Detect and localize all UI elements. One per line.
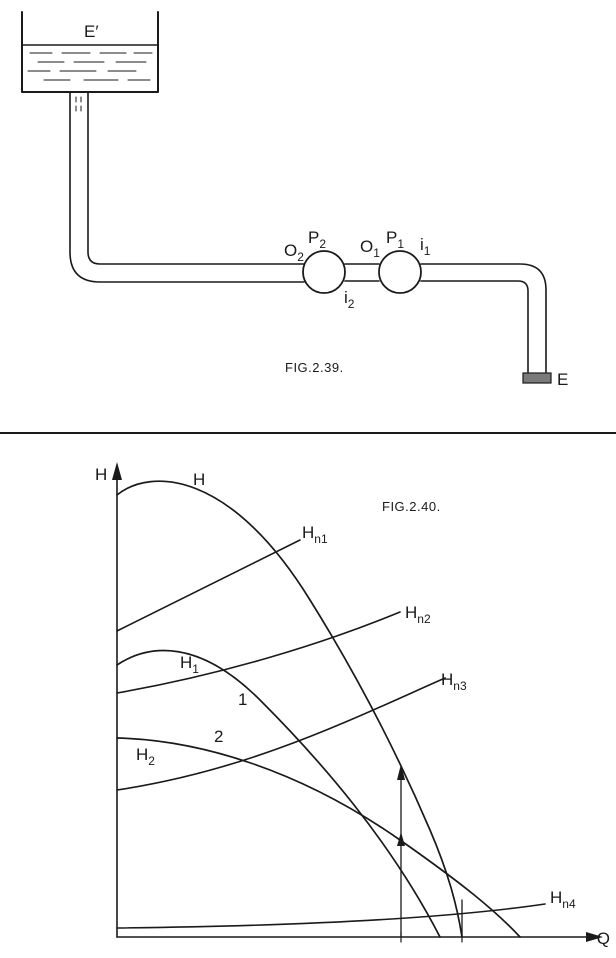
suction-pipe [420, 263, 547, 373]
pump-p2 [302, 250, 346, 294]
x-axis-arrow [586, 932, 603, 942]
curve-h2-label: H2 [136, 745, 155, 768]
system-curve-hn1 [116, 539, 301, 632]
hn3-label: Hn3 [441, 670, 467, 693]
fig-2-40-caption: FIG.2.40. [382, 499, 441, 514]
point-2-label: 2 [214, 727, 223, 746]
hn4-label: Hn4 [550, 888, 576, 911]
q-ticks [400, 931, 463, 943]
axes [116, 467, 597, 938]
fig-2-39: E′ E O2 P2 i2 O1 P1 i1 FIG.2.39. [21, 11, 568, 389]
point-1-label: 1 [238, 690, 247, 709]
strainer [522, 372, 552, 384]
reservoir-label: E′ [84, 22, 99, 41]
pump-p1-label: P1 [386, 228, 404, 251]
curve-h1-label: H1 [180, 653, 199, 676]
reservoir-e-prime [21, 11, 159, 112]
pump-p2-label: P2 [308, 228, 326, 251]
fig-2-40: H Q FIG.2.40. H H1 H2 Hn1 Hn2 Hn3 Hn4 1 … [95, 462, 610, 948]
upper-arrowhead [397, 764, 405, 780]
pump-p1 [378, 250, 422, 294]
system-curve-hn2 [116, 611, 401, 694]
hn1-label: Hn1 [302, 523, 328, 546]
system-curve-hn3 [116, 677, 446, 791]
fig-2-39-caption: FIG.2.39. [285, 360, 344, 375]
hn2-label: Hn2 [405, 603, 431, 626]
outlet-1-label: O1 [360, 237, 380, 260]
curve-h2 [116, 737, 521, 938]
inlet-2-label: i2 [344, 288, 355, 311]
discharge-pipe [69, 91, 305, 283]
x-axis-label: Q [597, 929, 610, 948]
y-axis-label: H [95, 465, 107, 484]
connecting-pipe [344, 263, 380, 282]
y-axis-arrow [112, 462, 122, 480]
lower-arrowhead [397, 832, 405, 846]
system-curve-hn4 [116, 903, 546, 929]
curve-h [116, 480, 463, 938]
construction-lines [400, 767, 463, 938]
intake-label: E [557, 370, 568, 389]
outlet-2-label: O2 [284, 241, 304, 264]
inlet-1-label: i1 [420, 235, 431, 258]
water-hatching [27, 52, 153, 112]
curve-h-label: H [193, 470, 205, 489]
curve-h1 [116, 649, 441, 938]
